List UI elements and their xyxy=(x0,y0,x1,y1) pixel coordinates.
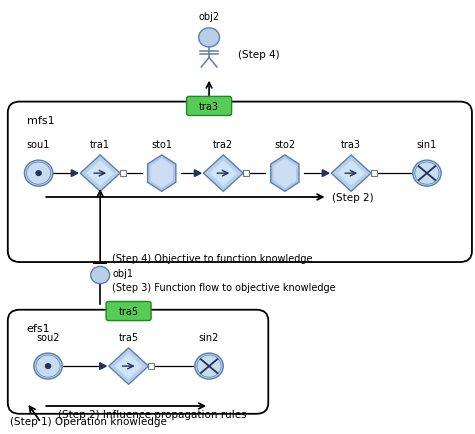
Text: (Step 2): (Step 2) xyxy=(332,193,374,203)
FancyBboxPatch shape xyxy=(243,171,249,177)
FancyBboxPatch shape xyxy=(106,302,151,321)
Polygon shape xyxy=(71,171,78,177)
Polygon shape xyxy=(86,161,114,187)
Text: sto2: sto2 xyxy=(274,140,295,150)
Circle shape xyxy=(36,355,60,377)
Polygon shape xyxy=(148,155,176,192)
Text: (Step 2) Influence propagation rules: (Step 2) Influence propagation rules xyxy=(57,410,246,420)
Circle shape xyxy=(36,171,41,176)
Text: tra1: tra1 xyxy=(90,140,110,150)
Circle shape xyxy=(91,267,110,284)
Circle shape xyxy=(415,163,439,185)
Text: sto1: sto1 xyxy=(151,140,172,150)
Text: tra2: tra2 xyxy=(213,140,233,150)
Text: efs1: efs1 xyxy=(27,323,50,333)
Polygon shape xyxy=(271,155,299,192)
Circle shape xyxy=(46,364,51,368)
Polygon shape xyxy=(331,155,371,192)
Text: tra3: tra3 xyxy=(199,102,219,112)
Polygon shape xyxy=(322,171,329,177)
Text: (Step 1) Operation knowledge: (Step 1) Operation knowledge xyxy=(10,415,167,425)
FancyBboxPatch shape xyxy=(8,102,472,263)
FancyBboxPatch shape xyxy=(187,97,232,116)
Text: sou1: sou1 xyxy=(27,140,50,150)
Text: sou2: sou2 xyxy=(36,332,60,342)
Text: tra5: tra5 xyxy=(118,306,139,316)
Text: mfs1: mfs1 xyxy=(27,115,54,125)
Polygon shape xyxy=(109,348,149,385)
Text: sin2: sin2 xyxy=(199,332,219,342)
Text: (Step 3) Function flow to objective knowledge: (Step 3) Function flow to objective know… xyxy=(112,282,336,292)
Text: obj1: obj1 xyxy=(113,269,134,279)
Circle shape xyxy=(197,355,221,377)
FancyBboxPatch shape xyxy=(8,310,268,414)
Text: obj2: obj2 xyxy=(199,12,219,22)
Text: tra3: tra3 xyxy=(341,140,361,150)
Circle shape xyxy=(34,353,62,379)
Polygon shape xyxy=(80,155,120,192)
Circle shape xyxy=(27,163,51,185)
Text: tra5: tra5 xyxy=(118,332,139,342)
FancyBboxPatch shape xyxy=(120,171,126,177)
Circle shape xyxy=(199,29,219,48)
Polygon shape xyxy=(337,161,365,187)
Circle shape xyxy=(195,353,223,379)
Polygon shape xyxy=(194,171,201,177)
Text: sin1: sin1 xyxy=(417,140,437,150)
Polygon shape xyxy=(151,159,173,189)
Circle shape xyxy=(413,161,441,187)
Polygon shape xyxy=(114,354,142,379)
Polygon shape xyxy=(209,161,237,187)
Polygon shape xyxy=(274,159,296,189)
Circle shape xyxy=(24,161,53,187)
Text: (Step 4): (Step 4) xyxy=(238,50,279,60)
FancyBboxPatch shape xyxy=(149,364,154,369)
Polygon shape xyxy=(100,363,106,370)
Polygon shape xyxy=(203,155,243,192)
Text: (Step 4) Objective to function knowledge: (Step 4) Objective to function knowledge xyxy=(112,253,313,263)
FancyBboxPatch shape xyxy=(371,171,377,177)
